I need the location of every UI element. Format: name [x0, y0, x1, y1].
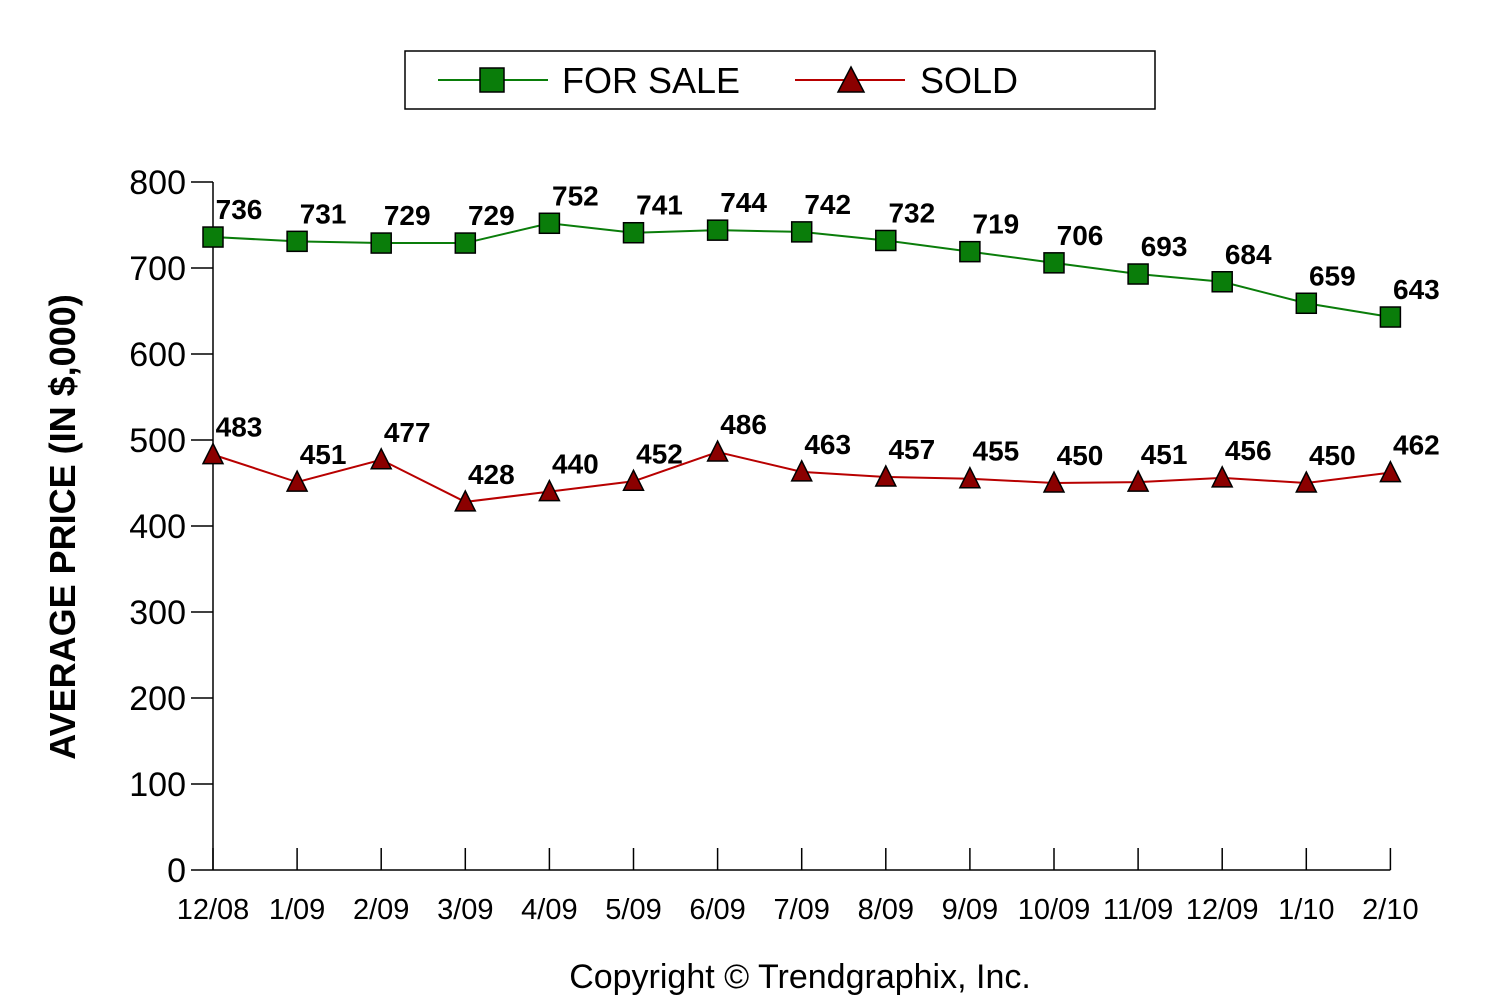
x-tick-label: 1/09 — [269, 894, 325, 926]
for-sale-data-label: 659 — [1309, 260, 1356, 291]
legend: FOR SALE SOLD — [404, 50, 1156, 110]
for-sale-data-label: 684 — [1225, 239, 1272, 270]
y-tick-label: 100 — [129, 766, 186, 804]
sold-data-label: 456 — [1225, 435, 1272, 466]
sold-data-label: 450 — [1057, 440, 1104, 471]
sold-point — [201, 441, 225, 465]
sold-point — [1295, 470, 1318, 493]
sold-point — [958, 466, 982, 489]
for-sale-data-label: 693 — [1141, 231, 1188, 262]
sold-point — [1126, 469, 1150, 492]
for-sale-point — [1211, 271, 1233, 293]
legend-for-sale-label: FOR SALE — [562, 60, 740, 101]
sold-data-label: 451 — [1141, 439, 1188, 470]
sold-point — [454, 489, 477, 512]
sold-data-label: 450 — [1309, 440, 1356, 471]
y-tick-label: 600 — [129, 336, 186, 374]
y-tick-label: 500 — [129, 422, 186, 460]
for-sale-point — [538, 212, 561, 235]
sold-data-label: 428 — [468, 459, 515, 490]
for-sale-data-label: 706 — [1057, 220, 1104, 251]
legend-sold-label: SOLD — [920, 60, 1018, 101]
y-tick-label: 400 — [129, 508, 186, 546]
sold-data-label: 440 — [552, 449, 599, 480]
x-tick-label: 12/09 — [1186, 894, 1259, 926]
for-sale-point — [454, 232, 477, 254]
y-tick-label: 800 — [129, 164, 186, 202]
sold-point — [622, 468, 645, 492]
sold-point — [1042, 470, 1066, 493]
x-tick-label: 5/09 — [605, 894, 661, 926]
for-sale-point — [790, 221, 813, 243]
sold-point — [1210, 465, 1234, 488]
for-sale-data-label: 732 — [888, 197, 935, 228]
for-sale-data-label: 643 — [1393, 274, 1440, 305]
data-labels: 736 731 729 729 752 741 744 742 732 719 706 693 684 6… — [216, 180, 1440, 490]
x-tick-label: 2/09 — [353, 894, 409, 926]
sold-data-label: 451 — [300, 439, 347, 470]
sold-point — [369, 447, 393, 470]
for-sale-data-label: 744 — [720, 187, 767, 218]
for-sale-point — [1295, 292, 1318, 315]
sold-point — [1379, 460, 1402, 483]
sold-point — [790, 459, 813, 482]
sold-point — [874, 464, 898, 487]
copyright-footer: Copyright © Trendgraphix, Inc. — [569, 958, 1031, 996]
for-sale-data-label: 729 — [468, 200, 515, 231]
for-sale-data-label: 742 — [804, 189, 851, 220]
axes: 0 100 200 300 400 500 600 700 800 12/08 1/09 2/09 3/… — [129, 164, 1418, 926]
for-sale-point — [370, 232, 392, 254]
sold-point — [706, 439, 729, 462]
x-tick-label: 1/10 — [1278, 894, 1334, 926]
sold-data-label: 483 — [216, 412, 263, 443]
for-sale-data-label: 736 — [216, 194, 263, 225]
for-sale-point — [1127, 263, 1149, 285]
x-tick-label: 6/09 — [689, 894, 745, 926]
for-sale-point — [1043, 252, 1065, 274]
series-markers — [201, 212, 1402, 512]
sold-data-label: 455 — [973, 436, 1020, 467]
y-tick-label: 200 — [129, 680, 186, 718]
sold-data-label: 463 — [804, 429, 851, 460]
for-sale-data-label: 741 — [636, 190, 683, 221]
x-tick-label: 10/09 — [1018, 894, 1091, 926]
for-sale-point — [202, 226, 224, 248]
sold-point — [538, 478, 561, 502]
for-sale-data-label: 729 — [384, 200, 431, 231]
x-tick-label: 12/08 — [177, 894, 250, 926]
y-tick-label: 300 — [129, 594, 186, 632]
x-tick-label: 9/09 — [942, 894, 998, 926]
for-sale-point — [959, 240, 981, 263]
x-tick-label: 3/09 — [437, 894, 493, 926]
for-sale-point — [706, 219, 729, 241]
x-tick-label: 8/09 — [858, 894, 914, 926]
y-tick-label: 0 — [167, 852, 186, 890]
x-tick-label: 2/10 — [1362, 894, 1418, 926]
sold-data-label: 462 — [1393, 430, 1440, 461]
for-sale-point — [875, 229, 897, 252]
for-sale-point — [286, 230, 308, 253]
sold-data-label: 452 — [636, 438, 683, 469]
x-tick-label: 7/09 — [773, 894, 829, 926]
x-tick-label: 4/09 — [521, 894, 577, 926]
for-sale-point — [622, 221, 645, 244]
y-tick-label: 700 — [129, 250, 186, 288]
legend-for-sale-marker — [479, 67, 505, 93]
x-tick-label: 11/09 — [1103, 894, 1173, 926]
legend-sold-marker — [836, 65, 866, 93]
for-sale-data-label: 752 — [552, 180, 599, 211]
for-sale-point — [1379, 306, 1402, 328]
sold-data-label: 486 — [720, 409, 767, 440]
sold-data-label: 477 — [384, 417, 431, 448]
for-sale-data-label: 731 — [300, 198, 347, 229]
sold-point — [285, 469, 309, 492]
y-axis-title: AVERAGE PRICE (IN $,000) — [42, 294, 83, 759]
for-sale-data-label: 719 — [973, 209, 1020, 240]
sold-data-label: 457 — [888, 434, 935, 465]
